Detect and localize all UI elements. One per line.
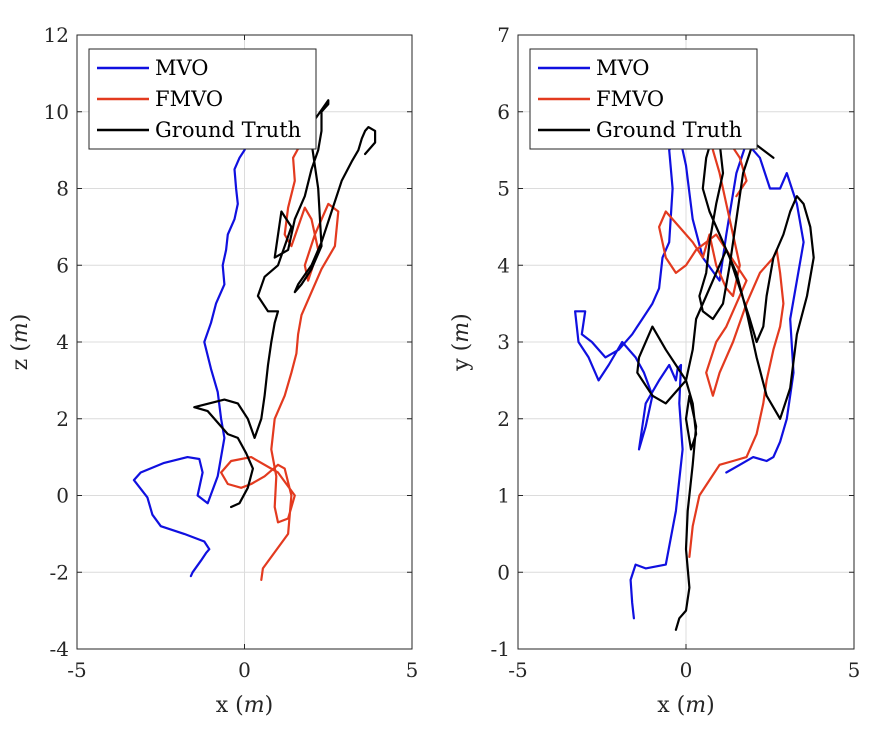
y-tick-label: -1 (491, 637, 510, 661)
legend: MVO FMVO Ground Truth (529, 48, 758, 150)
y-tick-label: 0 (497, 560, 510, 584)
legend-label-fmvo: FMVO (155, 87, 223, 111)
legend-label-mvo: MVO (596, 56, 650, 80)
x-tick-label: -5 (508, 658, 527, 682)
y-tick-label: 1 (497, 484, 510, 508)
y-axis-label: z (m) (8, 314, 33, 371)
y-tick-label: -4 (50, 637, 69, 661)
y-tick-label: 6 (56, 253, 69, 277)
y-tick-label: 12 (44, 23, 69, 47)
x-axis-label: x (m) (216, 693, 273, 718)
y-tick-label: 0 (56, 484, 69, 508)
y-tick-label: -2 (50, 560, 69, 584)
legend-label-ground-truth: Ground Truth (596, 118, 742, 142)
y-axis-label: y (m) (449, 313, 474, 371)
series-line-fmvo (220, 141, 340, 582)
legend-label-fmvo: FMVO (596, 87, 664, 111)
y-tick-label: 4 (497, 253, 510, 277)
y-tick-label: 2 (497, 407, 510, 431)
y-tick-label: 6 (497, 100, 510, 124)
x-tick-label: 5 (848, 658, 861, 682)
y-tick-label: 5 (497, 177, 510, 201)
x-tick-label: 0 (238, 658, 251, 682)
x-tick-label: 5 (406, 658, 419, 682)
legend-label-mvo: MVO (155, 56, 209, 80)
x-axis-label: x (m) (657, 693, 714, 718)
x-tick-label: -5 (67, 658, 86, 682)
legend-label-ground-truth: Ground Truth (155, 118, 301, 142)
y-tick-label: 4 (56, 330, 69, 354)
series-line-mvo (573, 133, 805, 620)
chart-panel-1: -5 0 5 -4 -2 0 2 4 6 8 10 12 x (m) z (m) MVO FMVO Ground… (8, 23, 418, 718)
y-tick-label: 10 (44, 100, 69, 124)
chart-panel-2: -5 0 5 -1 0 1 2 3 4 5 6 7 x (m) y (m) MVO FMVO Ground Tr… (449, 23, 860, 718)
y-tick-label: 8 (56, 177, 69, 201)
y-tick-label: 2 (56, 407, 69, 431)
y-tick-label: 7 (497, 23, 510, 47)
series-line-ground-truth (636, 133, 815, 631)
legend: MVO FMVO Ground Truth (88, 48, 317, 150)
x-tick-label: 0 (680, 658, 693, 682)
y-tick-label: 3 (497, 330, 510, 354)
series-line-ground-truth (193, 99, 377, 509)
